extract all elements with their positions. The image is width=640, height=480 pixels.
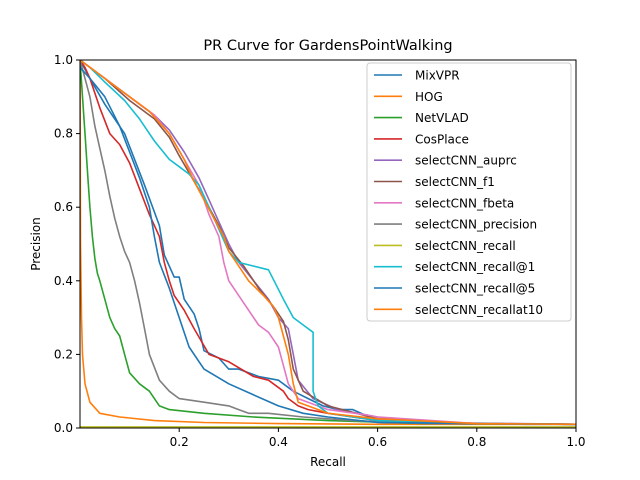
- x-tick-label: 0.2: [170, 435, 189, 449]
- legend-label-selectcnn-auprc: selectCNN_auprc: [415, 154, 517, 168]
- y-tick-label: 0.8: [54, 127, 73, 141]
- legend: MixVPR HOG NetVLAD CosPlace selectCNN_auprcs…: [366, 62, 572, 322]
- x-tick-label: 0.4: [269, 435, 288, 449]
- x-tick-label: 0.8: [467, 435, 486, 449]
- y-tick-label: 0.0: [54, 421, 73, 435]
- legend-label-mixvpr: MixVPR: [415, 69, 460, 83]
- series-line-selectcnn-precision: [80, 60, 576, 426]
- series-line-cosplace: [80, 60, 576, 426]
- chart-title: PR Curve for GardensPointWalking: [203, 38, 452, 54]
- legend-label-selectcnn-precision: selectCNN_precision: [415, 218, 537, 232]
- legend-label-selectcnn-recallat10: selectCNN_recallat10: [415, 303, 543, 317]
- legend-box: [366, 62, 572, 322]
- legend-label-selectcnn-f1: selectCNN_f1: [415, 175, 495, 189]
- legend-label-netvlad: NetVLAD: [415, 111, 469, 125]
- y-axis-ticks: 0.0 0.2 0.4 0.6 0.8 1.0: [54, 53, 80, 435]
- x-axis-label: Recall: [310, 455, 346, 469]
- legend-label-selectcnn-recall-5: selectCNN_recall@5: [415, 282, 535, 296]
- y-tick-label: 1.0: [54, 53, 73, 67]
- legend-label-selectcnn-fbeta: selectCNN_fbeta: [415, 196, 514, 210]
- legend-label-selectcnn-recall: selectCNN_recall: [415, 239, 516, 253]
- series-line-selectcnn-recall-1: [80, 60, 576, 426]
- legend-label-selectcnn-recall-1: selectCNN_recall@1: [415, 260, 535, 274]
- y-tick-label: 0.2: [54, 347, 73, 361]
- series-line-netvlad: [80, 60, 576, 426]
- series-line-selectcnn-recall-5: [80, 66, 576, 426]
- y-tick-label: 0.4: [54, 274, 73, 288]
- x-axis-ticks: 0.2 0.4 0.6 0.8 1.0: [170, 428, 586, 449]
- legend-label-cosplace: CosPlace: [415, 132, 469, 146]
- x-tick-label: 0.6: [368, 435, 387, 449]
- legend-label-hog: HOG: [415, 90, 443, 104]
- y-tick-label: 0.6: [54, 200, 73, 214]
- y-axis-label: Precision: [29, 217, 43, 271]
- plot-frame: [79, 59, 577, 429]
- x-tick-label: 1.0: [566, 435, 585, 449]
- series-line-selectcnn-recallat10: [80, 60, 576, 426]
- series-lines: [80, 60, 576, 428]
- series-line-hog: [80, 60, 576, 426]
